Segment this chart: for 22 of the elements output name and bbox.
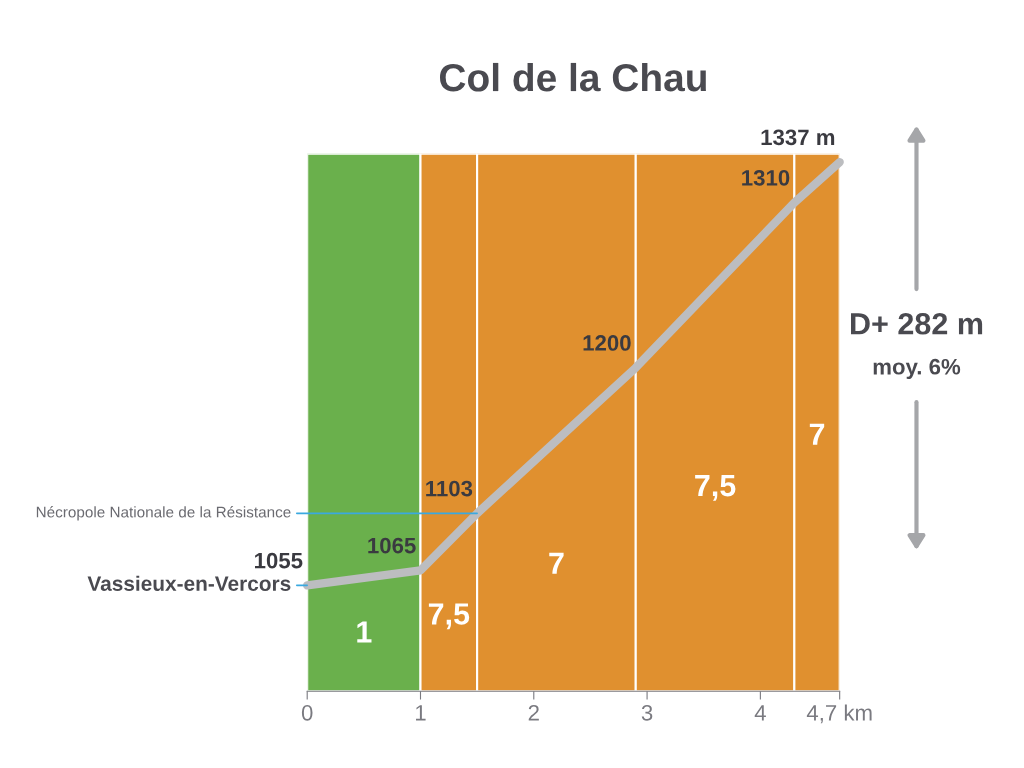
x-tick-label: 1 — [416, 705, 426, 721]
data-label: 1103 — [426, 480, 473, 497]
band-label: 7 — [809, 423, 825, 445]
band-label: 7,5 — [428, 603, 470, 630]
x-tick-label: 3 — [641, 704, 653, 721]
x-tick-label: 0 — [301, 704, 313, 721]
data-label: 1200 — [583, 335, 631, 351]
text: moy. 6% — [873, 358, 961, 379]
band-label: 7 — [549, 552, 564, 574]
chart-title: Col de la Chau — [440, 62, 706, 92]
annotation: Vassieux-en-Vercors — [87, 575, 291, 591]
band-label: 7,5 — [695, 475, 736, 501]
text: D+ 282 m — [851, 312, 983, 335]
band-label: 1 — [357, 621, 372, 643]
x-tick-label: 4 — [754, 705, 766, 721]
annotation: Nécropole Nationale de la Résistance — [36, 506, 291, 521]
x-tick-label: 2 — [528, 704, 539, 721]
data-label: 1337 m — [761, 129, 835, 146]
x-tick-label: 4,7 km — [806, 704, 872, 724]
data-label: 1310 — [742, 169, 790, 186]
data-label: 1065 — [368, 537, 416, 554]
data-label: 1055 — [255, 552, 303, 569]
